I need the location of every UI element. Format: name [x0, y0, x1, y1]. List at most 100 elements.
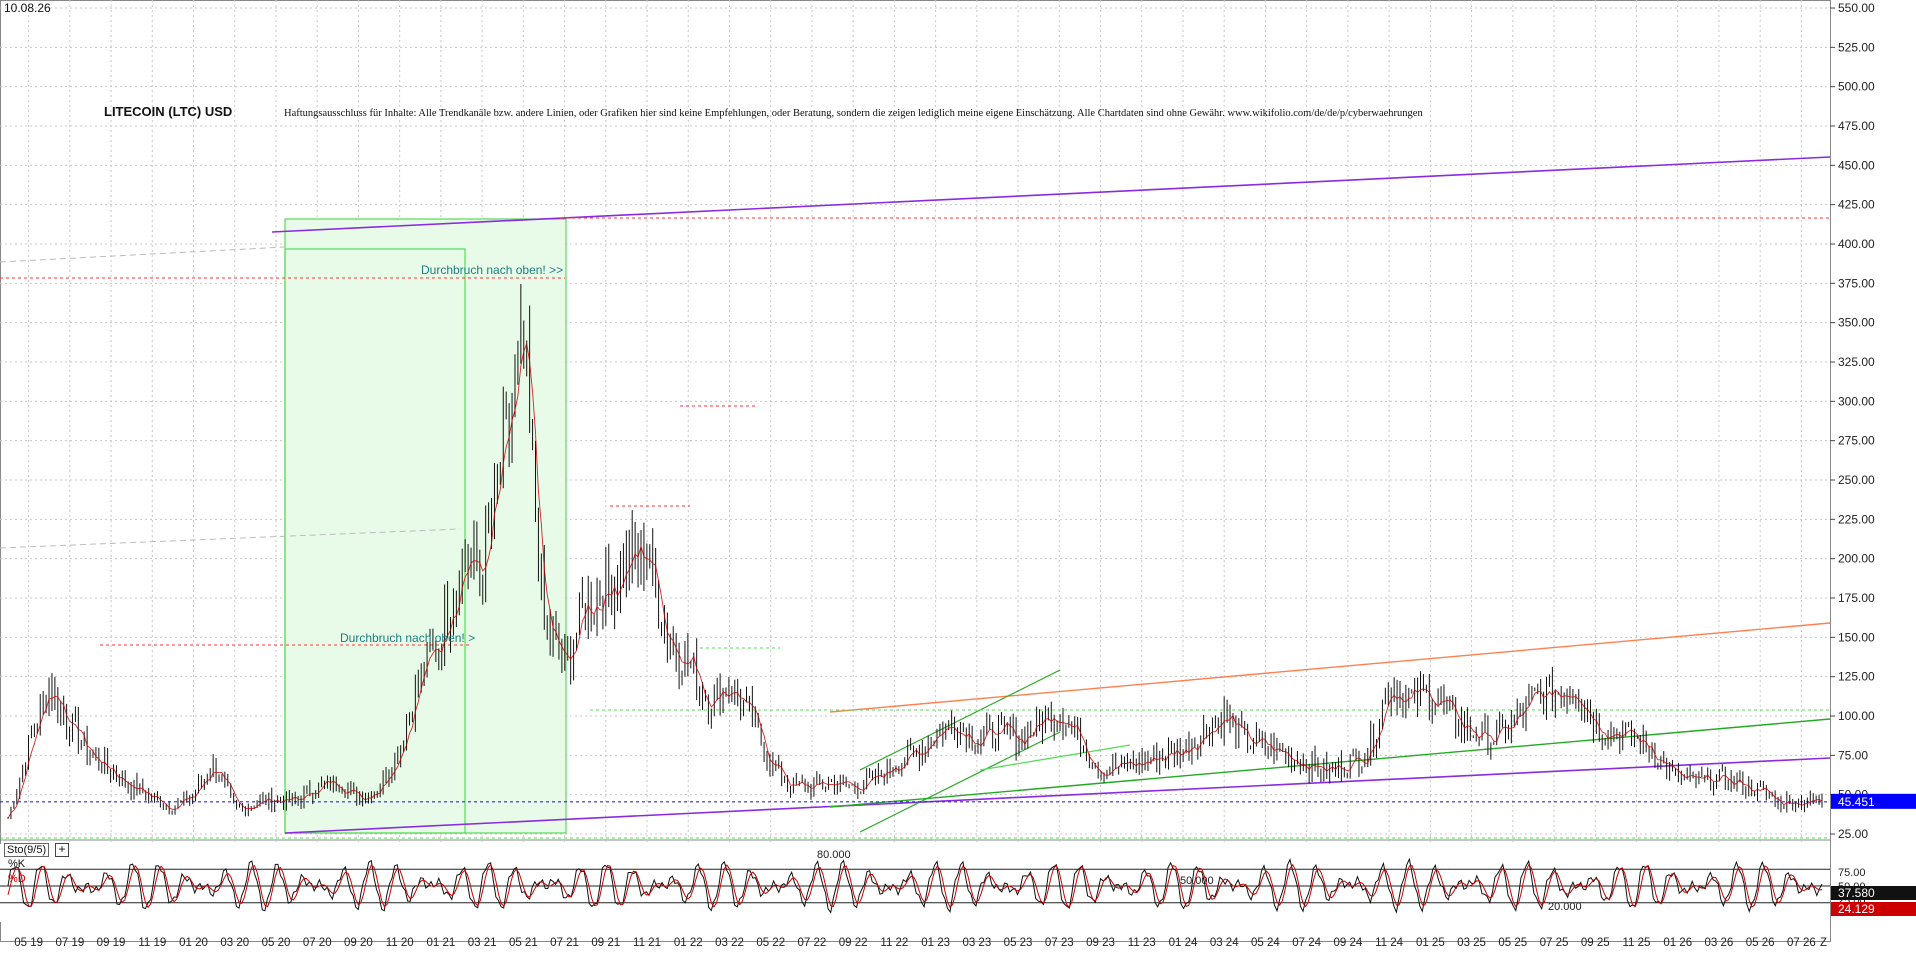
channel-green-2: [859, 731, 1061, 833]
old-trend-line-2: [0, 528, 461, 549]
y-tick-label: 125.00: [1838, 670, 1875, 684]
k-value-badge: [1831, 886, 1916, 900]
x-end-label: Z: [1820, 937, 1827, 948]
y-tick-label: 425.00: [1838, 198, 1875, 212]
y-tick-label: 275.00: [1838, 434, 1875, 448]
upper-channel-line: [271, 156, 1831, 233]
annotation-breakout-1: Durchbruch nach oben! >>: [421, 263, 563, 277]
price-series: [7, 284, 1823, 820]
y-tick-label: 550.00: [1838, 1, 1875, 15]
k-value-label: 37.580: [1838, 886, 1875, 900]
stoch-50-label: 50.000: [1180, 875, 1214, 887]
y-tick-label: 350.00: [1838, 316, 1875, 330]
chart-frame: [0, 0, 1831, 942]
k-legend: %K: [8, 858, 26, 870]
x-tick-label: 01 23: [921, 937, 950, 948]
stoch-d-line: [7, 863, 1823, 909]
chart-title: LITECOIN (LTC) USD: [104, 104, 233, 119]
x-tick-label: 07 22: [798, 937, 827, 948]
x-tick-label: 03 24: [1210, 937, 1239, 948]
d-legend: %D: [8, 873, 26, 885]
stoch-tick-label: 75.00: [1838, 867, 1866, 879]
y-tick-label: 250.00: [1838, 473, 1875, 487]
x-tick-label: 07 25: [1540, 937, 1569, 948]
lower-channel-line: [284, 757, 1831, 834]
y-tick-label: 525.00: [1838, 40, 1875, 54]
x-tick-label: 07 26: [1787, 937, 1816, 948]
y-tick-label: 450.00: [1838, 158, 1875, 172]
x-tick-label: 01 24: [1169, 937, 1198, 948]
add-indicator-button[interactable]: +: [55, 843, 69, 857]
chart-date: 10.08.26: [4, 1, 51, 15]
last-price-label: 45.451: [1838, 795, 1875, 809]
resistance-line-orange: [829, 622, 1831, 713]
y-tick-label: 500.00: [1838, 80, 1875, 94]
x-tick-label: 09 19: [97, 937, 126, 948]
d-value-badge: [1831, 902, 1916, 916]
x-tick-label: 01 26: [1663, 937, 1692, 948]
x-tick-label: 05 26: [1746, 937, 1775, 948]
disclaimer-text: Haftungsausschluss für Inhalte: Alle Tre…: [284, 108, 1423, 119]
x-tick-label: 05 23: [1004, 937, 1033, 948]
value-badges: 45.451 37.580 24.129: [1831, 793, 1916, 916]
x-tick-label: 05 22: [756, 937, 785, 948]
x-tick-label: 03 22: [715, 937, 744, 948]
y-tick-label: 300.00: [1838, 394, 1875, 408]
trend-lines: [0, 156, 1831, 839]
x-tick-label: 01 21: [426, 937, 455, 948]
y-tick-label: 375.00: [1838, 276, 1875, 290]
x-tick-label: 11 20: [386, 937, 414, 948]
stoch-20-label: 20.000: [1548, 901, 1582, 913]
annotation-breakout-2: Durchbruch nach oben! >: [340, 631, 475, 645]
x-axis: 05 19 07 19 09 19 11 19 01 20 03 20 05 20 07 20…: [14, 937, 1827, 949]
stoch-bg: [0, 844, 1830, 922]
ma-line: [7, 341, 1823, 819]
x-tick-label: 11 24: [1375, 937, 1404, 948]
trend-light-green: [979, 744, 1131, 771]
x-tick-label: 11 25: [1623, 937, 1651, 948]
x-tick-label: 07 19: [55, 937, 84, 948]
last-price-badge: [1831, 793, 1916, 809]
y-tick-label: 100.00: [1838, 709, 1875, 723]
x-tick-label: 09 20: [344, 937, 373, 948]
x-tick-label: 05 24: [1251, 937, 1280, 948]
channel-green-1: [859, 669, 1061, 771]
y-tick-label: 325.00: [1838, 355, 1875, 369]
breakout-zone-1: [284, 218, 567, 834]
x-tick-label: 07 21: [550, 937, 579, 948]
x-tick-label: 03 21: [468, 937, 497, 948]
y-tick-label: 200.00: [1838, 552, 1875, 566]
x-tick-label: 11 19: [138, 937, 166, 948]
x-tick-label: 07 20: [303, 937, 332, 948]
x-tick-label: 03 23: [962, 937, 991, 948]
annotations: Durchbruch nach oben! >> Durchbruch nach …: [340, 263, 563, 645]
y-tick-label: 225.00: [1838, 512, 1875, 526]
x-tick-label: 01 22: [674, 937, 703, 948]
x-tick-label: 09 23: [1086, 937, 1115, 948]
support-line-green: [829, 718, 1831, 808]
x-tick-label: 05 20: [262, 937, 291, 948]
x-tick-label: 05 21: [509, 937, 538, 948]
indicator-title[interactable]: Sto(9/5): [4, 843, 50, 857]
x-tick-label: 01 25: [1416, 937, 1445, 948]
y-tick-label: 175.00: [1838, 591, 1875, 605]
x-tick-label: 03 20: [220, 937, 249, 948]
old-trend-line-1: [0, 246, 286, 263]
x-tick-label: 09 22: [839, 937, 868, 948]
x-tick-label: 01 20: [179, 937, 208, 948]
x-tick-label: 05 25: [1498, 937, 1527, 948]
x-tick-label: 07 24: [1292, 937, 1321, 948]
x-tick-label: 05 19: [14, 937, 43, 948]
x-tick-label: 03 26: [1705, 937, 1734, 948]
y-tick-label: 150.00: [1838, 630, 1875, 644]
y-tick-label: 400.00: [1838, 237, 1875, 251]
x-tick-label: 09 21: [591, 937, 620, 948]
y-tick-label: 475.00: [1838, 119, 1875, 133]
x-tick-label: 11 23: [1128, 937, 1156, 948]
x-tick-label: 09 25: [1581, 937, 1610, 948]
x-tick-label: 11 21: [633, 937, 661, 948]
moving-average: [7, 341, 1823, 819]
x-tick-label: 07 23: [1045, 937, 1074, 948]
